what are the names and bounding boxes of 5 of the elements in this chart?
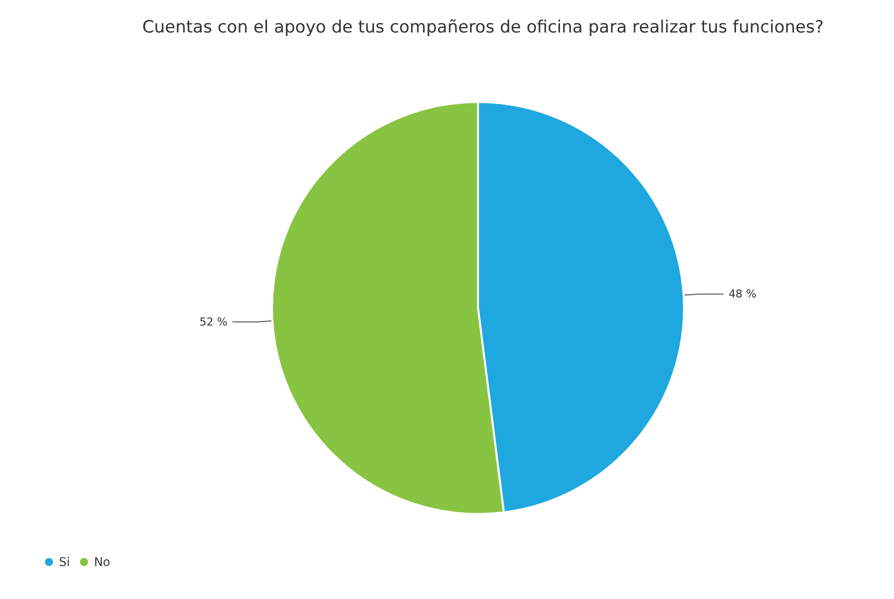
data-label: 52 % [199,315,228,328]
legend-label: Si [59,555,70,569]
data-label: 48 % [728,288,757,301]
legend-label: No [94,555,110,569]
chart-title: Cuentas con el apoyo de tus compañeros de oficina para realizar tus funciones? [142,18,824,38]
